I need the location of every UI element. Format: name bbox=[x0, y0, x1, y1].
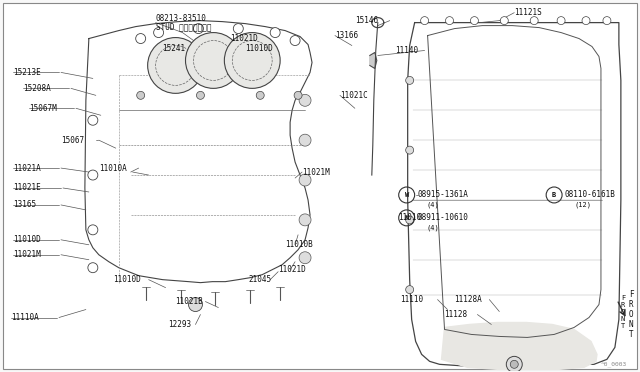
Circle shape bbox=[406, 286, 413, 294]
Text: 11010: 11010 bbox=[397, 214, 421, 222]
Text: 11010A: 11010A bbox=[99, 164, 127, 173]
Text: F
R
O
N
T: F R O N T bbox=[621, 295, 625, 328]
Circle shape bbox=[154, 28, 164, 38]
Text: 11010D: 11010D bbox=[245, 44, 273, 53]
Circle shape bbox=[299, 134, 311, 146]
Text: 15067M: 15067M bbox=[29, 104, 57, 113]
Text: 11021A: 11021A bbox=[13, 164, 41, 173]
Text: 12293: 12293 bbox=[168, 320, 192, 329]
Circle shape bbox=[225, 33, 280, 89]
Text: 11021D: 11021D bbox=[230, 34, 258, 43]
Text: 11128A: 11128A bbox=[454, 295, 483, 304]
Circle shape bbox=[270, 28, 280, 38]
Circle shape bbox=[88, 115, 98, 125]
Text: 11110: 11110 bbox=[400, 295, 423, 304]
Text: R: R bbox=[629, 300, 634, 309]
Text: 11021C: 11021C bbox=[340, 91, 367, 100]
Text: 11110A: 11110A bbox=[11, 313, 39, 322]
Circle shape bbox=[137, 92, 145, 99]
Text: 15067: 15067 bbox=[61, 136, 84, 145]
Text: F: F bbox=[629, 290, 634, 299]
Text: 15146: 15146 bbox=[355, 16, 378, 25]
Text: 13165: 13165 bbox=[13, 201, 36, 209]
Text: ^0_0003: ^0_0003 bbox=[600, 362, 627, 367]
Text: 21045: 21045 bbox=[248, 275, 271, 284]
Text: 15208A: 15208A bbox=[23, 84, 51, 93]
Text: 11010D: 11010D bbox=[113, 275, 141, 284]
Circle shape bbox=[510, 360, 518, 368]
Text: (12): (12) bbox=[574, 202, 591, 208]
Text: 11128: 11128 bbox=[445, 310, 468, 319]
Polygon shape bbox=[408, 23, 621, 367]
Text: 08915-1361A: 08915-1361A bbox=[418, 190, 468, 199]
Circle shape bbox=[88, 225, 98, 235]
Text: 13166: 13166 bbox=[335, 31, 358, 40]
Polygon shape bbox=[85, 20, 312, 283]
Text: STUD スタッド（２）: STUD スタッド（２） bbox=[156, 22, 211, 31]
Text: N: N bbox=[629, 320, 634, 329]
Text: 11021D: 11021D bbox=[278, 265, 306, 274]
Circle shape bbox=[557, 17, 565, 25]
Circle shape bbox=[406, 216, 413, 224]
Text: W: W bbox=[404, 192, 409, 198]
Circle shape bbox=[406, 76, 413, 84]
Circle shape bbox=[148, 38, 204, 93]
Circle shape bbox=[193, 23, 204, 33]
Text: (4): (4) bbox=[427, 202, 439, 208]
Text: 08110-6161B: 08110-6161B bbox=[564, 190, 615, 199]
Text: B: B bbox=[552, 192, 556, 198]
Circle shape bbox=[603, 17, 611, 25]
Circle shape bbox=[186, 33, 241, 89]
Circle shape bbox=[88, 263, 98, 273]
Text: (4): (4) bbox=[427, 225, 439, 231]
Text: 08213-83510: 08213-83510 bbox=[156, 14, 207, 23]
Text: 11121S: 11121S bbox=[515, 8, 542, 17]
Text: O: O bbox=[629, 310, 634, 319]
Text: 11010D: 11010D bbox=[13, 235, 41, 244]
Circle shape bbox=[582, 17, 590, 25]
Text: 11021M: 11021M bbox=[13, 250, 41, 259]
Circle shape bbox=[196, 92, 204, 99]
Circle shape bbox=[299, 174, 311, 186]
Circle shape bbox=[420, 17, 429, 25]
Circle shape bbox=[299, 214, 311, 226]
Circle shape bbox=[88, 170, 98, 180]
Text: 11010B: 11010B bbox=[285, 240, 313, 249]
Circle shape bbox=[470, 17, 479, 25]
Circle shape bbox=[234, 23, 243, 33]
Circle shape bbox=[136, 33, 146, 44]
Circle shape bbox=[290, 36, 300, 45]
Circle shape bbox=[406, 146, 413, 154]
Text: 11021B: 11021B bbox=[175, 297, 204, 306]
Polygon shape bbox=[370, 52, 377, 68]
Circle shape bbox=[530, 17, 538, 25]
Circle shape bbox=[299, 252, 311, 264]
Circle shape bbox=[299, 94, 311, 106]
Text: 11021M: 11021M bbox=[302, 167, 330, 177]
Circle shape bbox=[500, 17, 508, 25]
Polygon shape bbox=[442, 323, 597, 369]
Text: 11140: 11140 bbox=[395, 46, 418, 55]
Circle shape bbox=[294, 92, 302, 99]
Text: 11021E: 11021E bbox=[13, 183, 41, 192]
Polygon shape bbox=[410, 12, 619, 352]
Circle shape bbox=[256, 92, 264, 99]
Circle shape bbox=[506, 356, 522, 372]
Circle shape bbox=[445, 17, 454, 25]
Text: N: N bbox=[404, 215, 409, 221]
Circle shape bbox=[189, 298, 202, 311]
Text: 15213E: 15213E bbox=[13, 68, 41, 77]
Text: 08911-10610: 08911-10610 bbox=[418, 214, 468, 222]
Text: 15241: 15241 bbox=[163, 44, 186, 53]
Text: T: T bbox=[629, 330, 634, 339]
